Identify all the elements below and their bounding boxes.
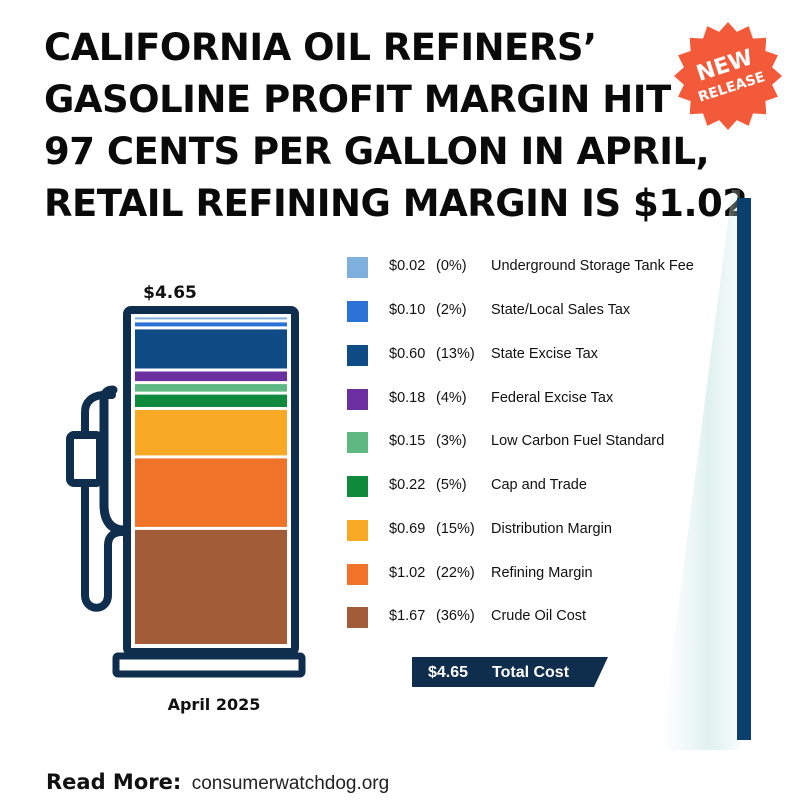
title-line: GASOLINE PROFIT MARGIN HIT <box>44 78 671 121</box>
bar-segment-refining-margin <box>135 458 287 527</box>
bar-segment-state-local-sales-tax <box>135 322 287 327</box>
new-release-badge: NEW RELEASE <box>674 22 782 130</box>
legend-swatch <box>347 344 368 366</box>
legend-item: $0.02 (0%) Underground Storage Tank Fee <box>347 256 694 278</box>
legend-swatch <box>347 519 368 541</box>
total-value: $4.65 <box>428 664 469 681</box>
bar-segment-low-carbon-fuel-standard <box>135 384 287 392</box>
legend-value: $0.69 <box>389 521 426 537</box>
gradient-wedge <box>660 190 740 750</box>
legend-label: Underground Storage Tank Fee <box>491 258 694 274</box>
legend-percent: (3%) <box>436 433 467 449</box>
legend-label: Refining Margin <box>491 565 593 581</box>
legend-swatch <box>347 431 368 453</box>
legend-swatch <box>347 563 368 585</box>
legend-item: $1.02 (22%) Refining Margin <box>347 563 593 585</box>
legend-label: Low Carbon Fuel Standard <box>491 433 665 449</box>
legend-label: State Excise Tax <box>491 346 598 362</box>
bar-segment-distribution-margin <box>135 410 287 456</box>
legend-label: State/Local Sales Tax <box>491 302 631 318</box>
legend-percent: (5%) <box>436 477 467 493</box>
legend-value: $0.18 <box>389 390 426 406</box>
legend-item: $0.10 (2%) State/Local Sales Tax <box>347 300 630 322</box>
bar-segment-federal-excise-tax <box>135 371 287 382</box>
legend-label: Crude Oil Cost <box>491 608 587 624</box>
footer: Read More: consumerwatchdog.org <box>46 770 389 795</box>
legend-value: $0.22 <box>389 477 426 493</box>
legend-value: $1.02 <box>389 565 426 581</box>
total-banner-shape <box>412 657 608 687</box>
accent-vertical-bar <box>737 198 751 740</box>
legend-swatch <box>347 300 368 322</box>
pump-nozzle <box>66 431 104 487</box>
decorative-accent <box>660 190 751 750</box>
legend-swatch <box>347 256 368 278</box>
legend-percent: (13%) <box>436 346 475 362</box>
legend-value: $0.02 <box>389 258 426 274</box>
bar-segment-underground-storage-tank-fee <box>135 317 287 320</box>
legend-swatch <box>347 388 368 410</box>
legend-item: $1.67 (36%) Crude Oil Cost <box>347 606 586 628</box>
total-label: Total Cost <box>492 664 570 681</box>
bar-segment-crude-oil-cost <box>135 529 287 644</box>
nozzle-neck <box>81 391 116 439</box>
legend-label: Cap and Trade <box>491 477 587 493</box>
title-line: 97 CENTS PER GALLON IN APRIL, <box>44 130 710 173</box>
legend-item: $0.22 (5%) Cap and Trade <box>347 475 587 497</box>
legend-percent: (36%) <box>436 608 475 624</box>
pump-base <box>112 652 306 678</box>
pump-hose <box>99 410 129 535</box>
legend-swatch <box>347 475 368 497</box>
legend-percent: (2%) <box>436 302 467 318</box>
legend-item: $0.18 (4%) Federal Excise Tax <box>347 388 613 410</box>
legend-percent: (22%) <box>436 565 475 581</box>
category-label: April 2025 <box>168 695 261 714</box>
gas-pump-chart: $4.65 April 2025 <box>66 283 306 714</box>
legend-label: Federal Excise Tax <box>491 390 614 406</box>
legend-percent: (4%) <box>436 390 467 406</box>
legend-percent: (0%) <box>436 258 467 274</box>
legend-percent: (15%) <box>436 521 475 537</box>
bar-segments <box>135 317 287 644</box>
hose-loop <box>81 479 126 612</box>
legend-label: Distribution Margin <box>491 521 612 537</box>
read-more-label: Read More: <box>46 770 182 794</box>
bar-segment-cap-and-trade <box>135 394 287 407</box>
legend-value: $1.67 <box>389 608 426 624</box>
legend-swatch <box>347 606 368 628</box>
legend-item: $0.60 (13%) State Excise Tax <box>347 344 598 366</box>
bar-segment-state-excise-tax <box>135 329 287 369</box>
legend-item: $0.15 (3%) Low Carbon Fuel Standard <box>347 431 664 453</box>
bar-total-label: $4.65 <box>143 283 197 303</box>
total-cost-banner <box>412 657 608 687</box>
page-title: CALIFORNIA OIL REFINERS’ GASOLINE PROFIT… <box>44 22 748 230</box>
legend-value: $0.15 <box>389 433 426 449</box>
title-line: CALIFORNIA OIL REFINERS’ <box>44 26 597 69</box>
legend-value: $0.60 <box>389 346 426 362</box>
source-link[interactable]: consumerwatchdog.org <box>191 773 390 794</box>
title-line: RETAIL REFINING MARGIN IS $1.02 <box>44 182 748 225</box>
legend-value: $0.10 <box>389 302 426 318</box>
starburst-shape <box>674 22 782 130</box>
legend-item: $0.69 (15%) Distribution Margin <box>347 519 612 541</box>
